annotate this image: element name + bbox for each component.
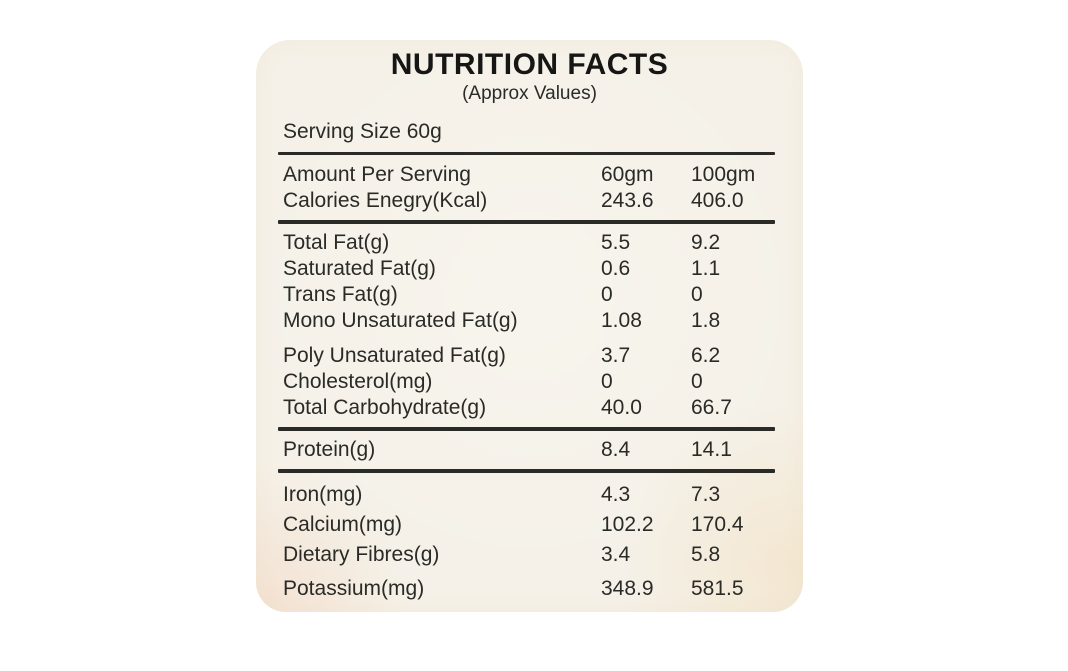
value-60gm: 0 [601,283,613,306]
nutrient-row: Protein(g) 8.4 14.1 [283,437,773,463]
value-100gm: 7.3 [691,483,721,506]
nutrient-name: Cholesterol(mg) [283,370,433,393]
nutrient-name: Calcium(mg) [283,513,403,536]
nutrient-name: Dietary Fibres(g) [283,543,440,566]
value-100gm: 100gm [691,163,756,186]
nutrient-name: Total Fat(g) [283,231,390,254]
nutrient-name: Protein(g) [283,438,376,461]
label-title: NUTRITION FACTS [390,48,669,81]
value-60gm: 0 [601,370,613,393]
value-100gm: 9.2 [691,231,721,254]
value-60gm: 243.6 [601,189,654,212]
section-minerals: Iron(mg) 4.3 7.3 Calcium(mg) 102.2 170.4 Dieta… [256,473,803,610]
nutrient-row: Saturated Fat(g) 0.6 1.1 [283,256,773,282]
nutrient-name: Poly Unsaturated Fat(g) [283,344,506,367]
nutrient-row: Calories Enegry(Kcal) 243.6 406.0 [283,188,773,214]
value-100gm: 1.8 [691,309,721,332]
nutrient-name: Iron(mg) [283,483,363,506]
value-60gm: 0.6 [601,257,631,280]
nutrient-row: Potassium(mg) 348.9 581.5 [283,574,773,604]
divider-protein [278,469,775,473]
nutrient-name: Potassium(mg) [283,577,425,600]
divider-calories [278,220,775,224]
value-60gm: 3.7 [601,344,631,367]
value-60gm: 8.4 [601,438,631,461]
nutrient-row: Total Carbohydrate(g) 40.0 66.7 [283,395,773,421]
nutrient-name: Saturated Fat(g) [283,257,436,280]
nutrient-row: Total Fat(g) 5.5 9.2 [283,230,773,256]
nutrient-row: Mono Unsaturated Fat(g) 1.08 1.8 [283,308,773,334]
nutrient-row: Iron(mg) 4.3 7.3 [283,480,773,510]
nutrient-row: Poly Unsaturated Fat(g) 3.7 6.2 [283,343,773,369]
value-100gm: 406.0 [691,189,744,212]
nutrient-row: Cholesterol(mg) 0 0 [283,369,773,395]
value-60gm: 3.4 [601,543,631,566]
value-100gm: 0 [691,370,703,393]
nutrient-name: Trans Fat(g) [283,283,398,306]
value-100gm: 581.5 [691,577,744,600]
divider-carbohydrate [278,427,775,431]
value-100gm: 6.2 [691,344,721,367]
value-100gm: 5.8 [691,543,721,566]
section-protein: Protein(g) 8.4 14.1 [256,431,803,469]
nutrient-row: Calcium(mg) 102.2 170.4 [283,510,773,540]
nutrient-name: Amount Per Serving [283,163,471,186]
section-amount-per-serving: Amount Per Serving 60gm 100gm Calories Eneg… [256,155,803,220]
label-subtitle: (Approx Values) [462,83,597,104]
value-60gm: 40.0 [601,396,642,419]
value-60gm: 1.08 [601,309,642,332]
divider-serving [278,152,775,155]
nutrient-row: Amount Per Serving 60gm 100gm [283,162,773,188]
nutrient-row: Dietary Fibres(g) 3.4 5.8 [283,540,773,570]
nutrition-facts-label: NUTRITION FACTS (Approx Values) Serving … [256,40,803,612]
value-100gm: 1.1 [691,257,721,280]
value-100gm: 170.4 [691,513,744,536]
value-60gm: 5.5 [601,231,631,254]
value-60gm: 4.3 [601,483,631,506]
value-60gm: 102.2 [601,513,654,536]
value-60gm: 60gm [601,163,654,186]
nutrient-name: Mono Unsaturated Fat(g) [283,309,518,332]
value-100gm: 14.1 [691,438,732,461]
nutrient-row: Trans Fat(g) 0 0 [283,282,773,308]
serving-size-text: Serving Size 60g [283,120,442,143]
value-60gm: 348.9 [601,577,654,600]
section-fats: Total Fat(g) 5.5 9.2 Saturated Fat(g) 0.6 1.1… [256,224,803,427]
nutrient-name: Calories Enegry(Kcal) [283,189,488,212]
nutrient-name: Total Carbohydrate(g) [283,396,487,419]
value-100gm: 0 [691,283,703,306]
value-100gm: 66.7 [691,396,732,419]
